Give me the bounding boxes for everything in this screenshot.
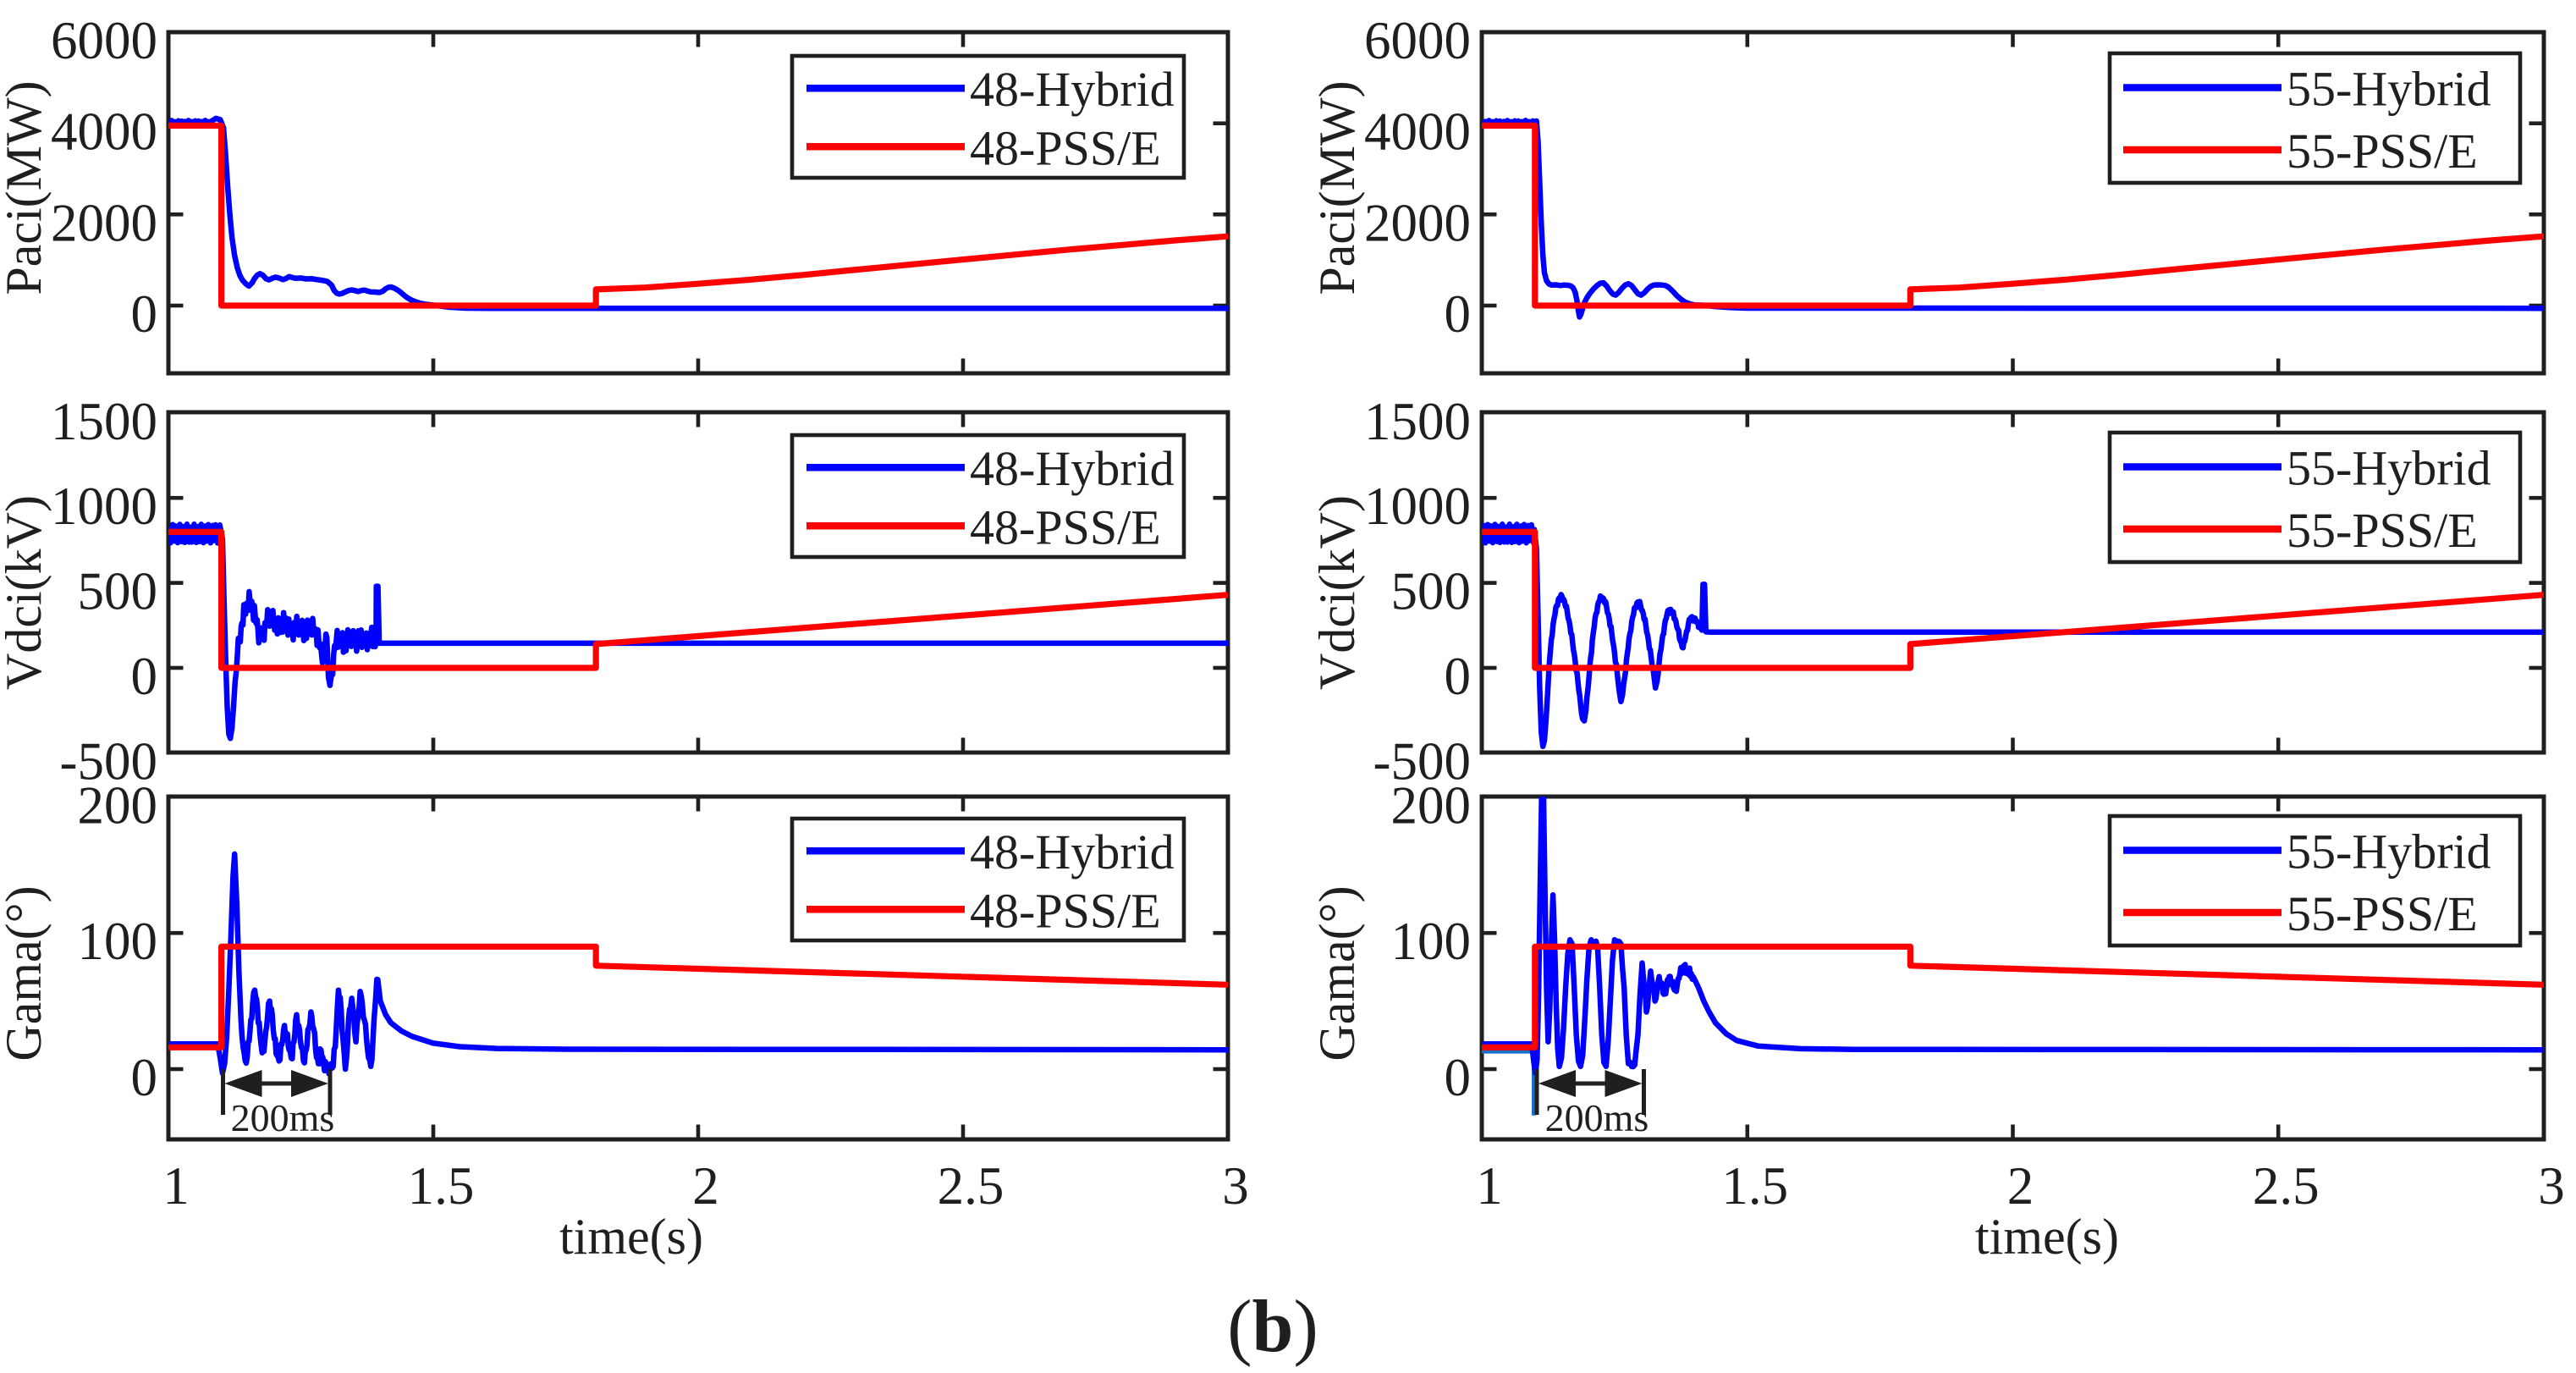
svg-text:Paci(MW): Paci(MW) (1309, 80, 1365, 295)
svg-text:1500: 1500 (51, 392, 157, 451)
svg-text:0: 0 (1445, 284, 1472, 344)
svg-text:55-PSS/E: 55-PSS/E (2287, 886, 2478, 941)
svg-text:200ms: 200ms (1545, 1096, 1649, 1139)
svg-text:100: 100 (1391, 912, 1472, 971)
svg-text:55-PSS/E: 55-PSS/E (2287, 124, 2478, 179)
svg-text:0: 0 (131, 1048, 158, 1107)
svg-text:3: 3 (2538, 1156, 2565, 1216)
svg-text:48-PSS/E: 48-PSS/E (970, 883, 1161, 938)
svg-text:48-PSS/E: 48-PSS/E (970, 499, 1161, 554)
svg-text:500: 500 (78, 562, 158, 621)
svg-text:(b): (b) (1227, 1286, 1318, 1368)
svg-text:Vdci(kV): Vdci(kV) (0, 495, 52, 690)
svg-text:4000: 4000 (51, 102, 157, 162)
svg-text:2: 2 (2007, 1156, 2034, 1216)
svg-text:3: 3 (1222, 1156, 1249, 1216)
svg-text:Gama(°): Gama(°) (1309, 885, 1365, 1061)
svg-text:6000: 6000 (1364, 11, 1471, 70)
svg-text:0: 0 (1445, 647, 1472, 706)
svg-text:0: 0 (131, 284, 158, 344)
svg-text:time(s): time(s) (1975, 1209, 2119, 1265)
svg-text:-500: -500 (60, 731, 157, 791)
svg-text:55-Hybrid: 55-Hybrid (2287, 62, 2491, 117)
svg-text:100: 100 (78, 912, 158, 971)
svg-text:48-Hybrid: 48-Hybrid (970, 824, 1175, 879)
svg-text:1: 1 (162, 1156, 190, 1216)
svg-text:0: 0 (1445, 1048, 1472, 1107)
svg-text:1500: 1500 (1364, 392, 1471, 451)
svg-text:2: 2 (692, 1156, 719, 1216)
svg-text:200ms: 200ms (231, 1096, 335, 1139)
svg-text:Gama(°): Gama(°) (0, 885, 52, 1061)
svg-text:-500: -500 (1373, 731, 1471, 791)
svg-text:2000: 2000 (51, 193, 157, 252)
svg-text:200: 200 (78, 775, 158, 835)
svg-text:1000: 1000 (51, 477, 157, 536)
svg-text:200: 200 (1391, 775, 1472, 835)
svg-text:time(s): time(s) (559, 1209, 703, 1265)
svg-text:Paci(MW): Paci(MW) (0, 80, 52, 295)
svg-text:0: 0 (131, 647, 158, 706)
svg-text:Vdci(kV): Vdci(kV) (1309, 495, 1365, 690)
svg-text:6000: 6000 (51, 11, 157, 70)
svg-text:2.5: 2.5 (938, 1156, 1005, 1216)
svg-text:1000: 1000 (1364, 477, 1471, 536)
svg-text:1: 1 (1476, 1156, 1503, 1216)
svg-text:55-Hybrid: 55-Hybrid (2287, 441, 2491, 496)
svg-text:48-PSS/E: 48-PSS/E (970, 120, 1161, 175)
svg-text:2000: 2000 (1364, 193, 1471, 252)
svg-text:48-Hybrid: 48-Hybrid (970, 62, 1175, 117)
svg-text:55-Hybrid: 55-Hybrid (2287, 824, 2491, 879)
svg-text:4000: 4000 (1364, 102, 1471, 162)
svg-text:48-Hybrid: 48-Hybrid (970, 441, 1175, 496)
svg-text:500: 500 (1391, 562, 1472, 621)
svg-text:1.5: 1.5 (1721, 1156, 1788, 1216)
svg-text:55-PSS/E: 55-PSS/E (2287, 503, 2478, 558)
svg-text:2.5: 2.5 (2253, 1156, 2320, 1216)
svg-text:1.5: 1.5 (408, 1156, 475, 1216)
